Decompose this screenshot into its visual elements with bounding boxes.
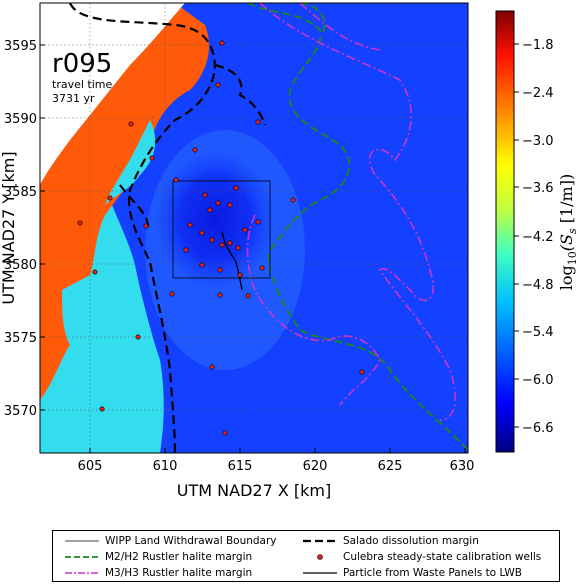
m3h3-margin [259, 3, 456, 421]
legend: WIPP Land Withdrawal Boundary M2/H2 Rust… [52, 530, 560, 582]
x-axis-label: UTM NAD27 X [km] [177, 481, 331, 500]
x-tick-label: 630 [450, 459, 475, 474]
salado-margin [68, 3, 217, 453]
deep-blue-zone [155, 150, 275, 290]
colorbar-label: log10(Ss [1/m]) [557, 174, 579, 290]
y-tick-label: 3580 [4, 258, 37, 273]
map-field [40, 3, 468, 453]
dashed-swatch-icon [65, 556, 99, 558]
legend-label: Salado dissolution margin [343, 535, 479, 547]
colorbar-tick-label: −2.4 [522, 86, 554, 101]
legend-item-particle: Particle from Waste Panels to LWB [303, 565, 522, 581]
particle-path [221, 231, 243, 291]
legend-item-m3h3: M3/H3 Rustler halite margin [65, 565, 252, 581]
travel-time-label: travel time [52, 78, 112, 91]
m3h3-margin-south [246, 214, 381, 406]
y-tick-label: 3585 [4, 185, 37, 200]
colorbar-tick-label: −5.4 [522, 325, 554, 340]
colorbar-tick-label: −6.0 [522, 373, 554, 388]
colorbar-tick-label: −1.8 [522, 38, 554, 53]
no-data-zone [40, 3, 185, 185]
grid [40, 3, 468, 453]
colorbar-tick-label: −3.6 [522, 181, 554, 196]
y-tick-label: 3575 [4, 331, 37, 346]
legend-label: WIPP Land Withdrawal Boundary [105, 535, 277, 547]
y-axis: 3570 3575 3580 3585 3590 3595 [4, 39, 45, 419]
legend-item-salado: Salado dissolution margin [303, 533, 479, 549]
dashdot-swatch-icon [65, 572, 99, 574]
legend-label: Particle from Waste Panels to LWB [343, 567, 522, 579]
y-tick-label: 3570 [4, 404, 37, 419]
wipp-boundary [172, 180, 271, 279]
salado-margin-upper [214, 63, 267, 126]
y-axis-label: UTM NAD27 Y [km] [0, 151, 18, 304]
colorbar-label-body: (S [557, 234, 576, 251]
m3h3-margin-loop [299, 3, 381, 51]
colorbar-tick-label: −6.6 [522, 421, 554, 436]
x-tick-label: 605 [78, 459, 103, 474]
colorbar-gradient [495, 10, 515, 453]
colorbar-tick-label: −3.0 [522, 134, 554, 149]
x-axis: 605 610 615 620 625 630 UTM NAD27 X [km] [78, 448, 475, 500]
colorbar-label-sub: 10 [566, 251, 579, 265]
plot-frame [39, 2, 469, 454]
dashed-swatch-icon [303, 539, 337, 543]
figure: r095 travel time 3731 yr 605 610 615 620… [0, 2, 579, 500]
x-tick-label: 620 [303, 459, 328, 474]
legend-item-m2h2: M2/H2 Rustler halite margin [65, 549, 252, 565]
wells [77, 40, 365, 436]
cyan-patch [105, 120, 156, 205]
legend-item-wells: Culebra steady-state calibration wells [303, 549, 541, 565]
colorbar-label-suffix: [1/m]) [557, 174, 576, 229]
colorbar-tick-label: −4.8 [522, 278, 554, 293]
m2h2-margin-east [299, 3, 326, 36]
y-tick-label: 3590 [4, 112, 37, 127]
dot-swatch-icon [317, 554, 323, 560]
line-swatch-icon [303, 572, 337, 574]
colorbar-label-prefix: log [557, 265, 576, 290]
y-tick-label: 3595 [4, 39, 37, 54]
legend-label: M2/H2 Rustler halite margin [105, 551, 253, 563]
run-label: r095 [52, 49, 112, 79]
legend-label: Culebra steady-state calibration wells [343, 551, 542, 563]
colorbar-label-s-sub: s [566, 228, 579, 234]
m2h2-margin [247, 3, 468, 451]
legend-item-wipp: WIPP Land Withdrawal Boundary [65, 533, 277, 549]
travel-time-value: 3731 yr [52, 92, 95, 105]
line-swatch-icon [65, 540, 99, 542]
colorbar: −1.8 −2.4 −3.0 −3.6 −4.2 −4.8 −5.4 −6.0 … [495, 10, 579, 453]
x-tick-label: 625 [378, 459, 403, 474]
x-tick-label: 610 [153, 459, 178, 474]
legend-label: M3/H3 Rustler halite margin [105, 567, 253, 579]
colorbar-tick-label: −4.2 [522, 230, 554, 245]
x-tick-label: 615 [228, 459, 253, 474]
